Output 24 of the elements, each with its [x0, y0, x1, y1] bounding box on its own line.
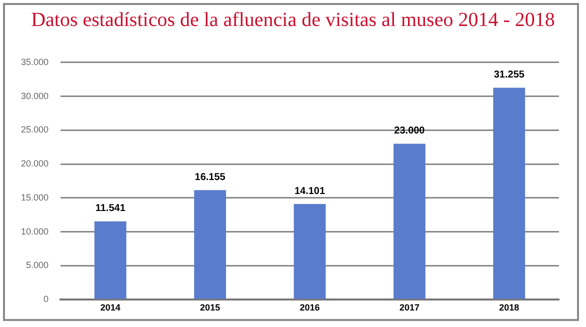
- chart-title: Datos estadísticos de la afluencia de visitas al museo 2014 - 2018: [30, 9, 556, 32]
- y-tick-label: 15.000: [20, 192, 49, 202]
- data-label: 31.255: [494, 70, 525, 81]
- bar: [94, 221, 126, 299]
- y-tick-label: 25.000: [20, 124, 49, 135]
- bar: [294, 204, 326, 299]
- y-tick-label: 35.000: [20, 56, 49, 67]
- y-tick-label: 0: [44, 294, 49, 304]
- x-tick-label: 2016: [300, 302, 320, 312]
- x-tick-label: 2017: [399, 302, 420, 312]
- y-tick-label: 10.000: [20, 226, 49, 236]
- y-tick-label: 5.000: [26, 260, 49, 270]
- y-tick-label: 30.000: [20, 90, 49, 101]
- bar: [194, 190, 226, 299]
- x-tick-label: 2018: [499, 302, 520, 312]
- x-tick-label: 2015: [200, 302, 220, 312]
- data-label: 16.155: [194, 172, 226, 183]
- data-label: 14.101: [294, 186, 326, 197]
- bar: [394, 144, 426, 299]
- x-tick-label: 2014: [100, 302, 120, 312]
- data-label: 23.000: [394, 125, 426, 136]
- y-tick-label: 20.000: [20, 158, 49, 169]
- bar: [493, 88, 526, 299]
- data-label: 11.541: [95, 203, 126, 214]
